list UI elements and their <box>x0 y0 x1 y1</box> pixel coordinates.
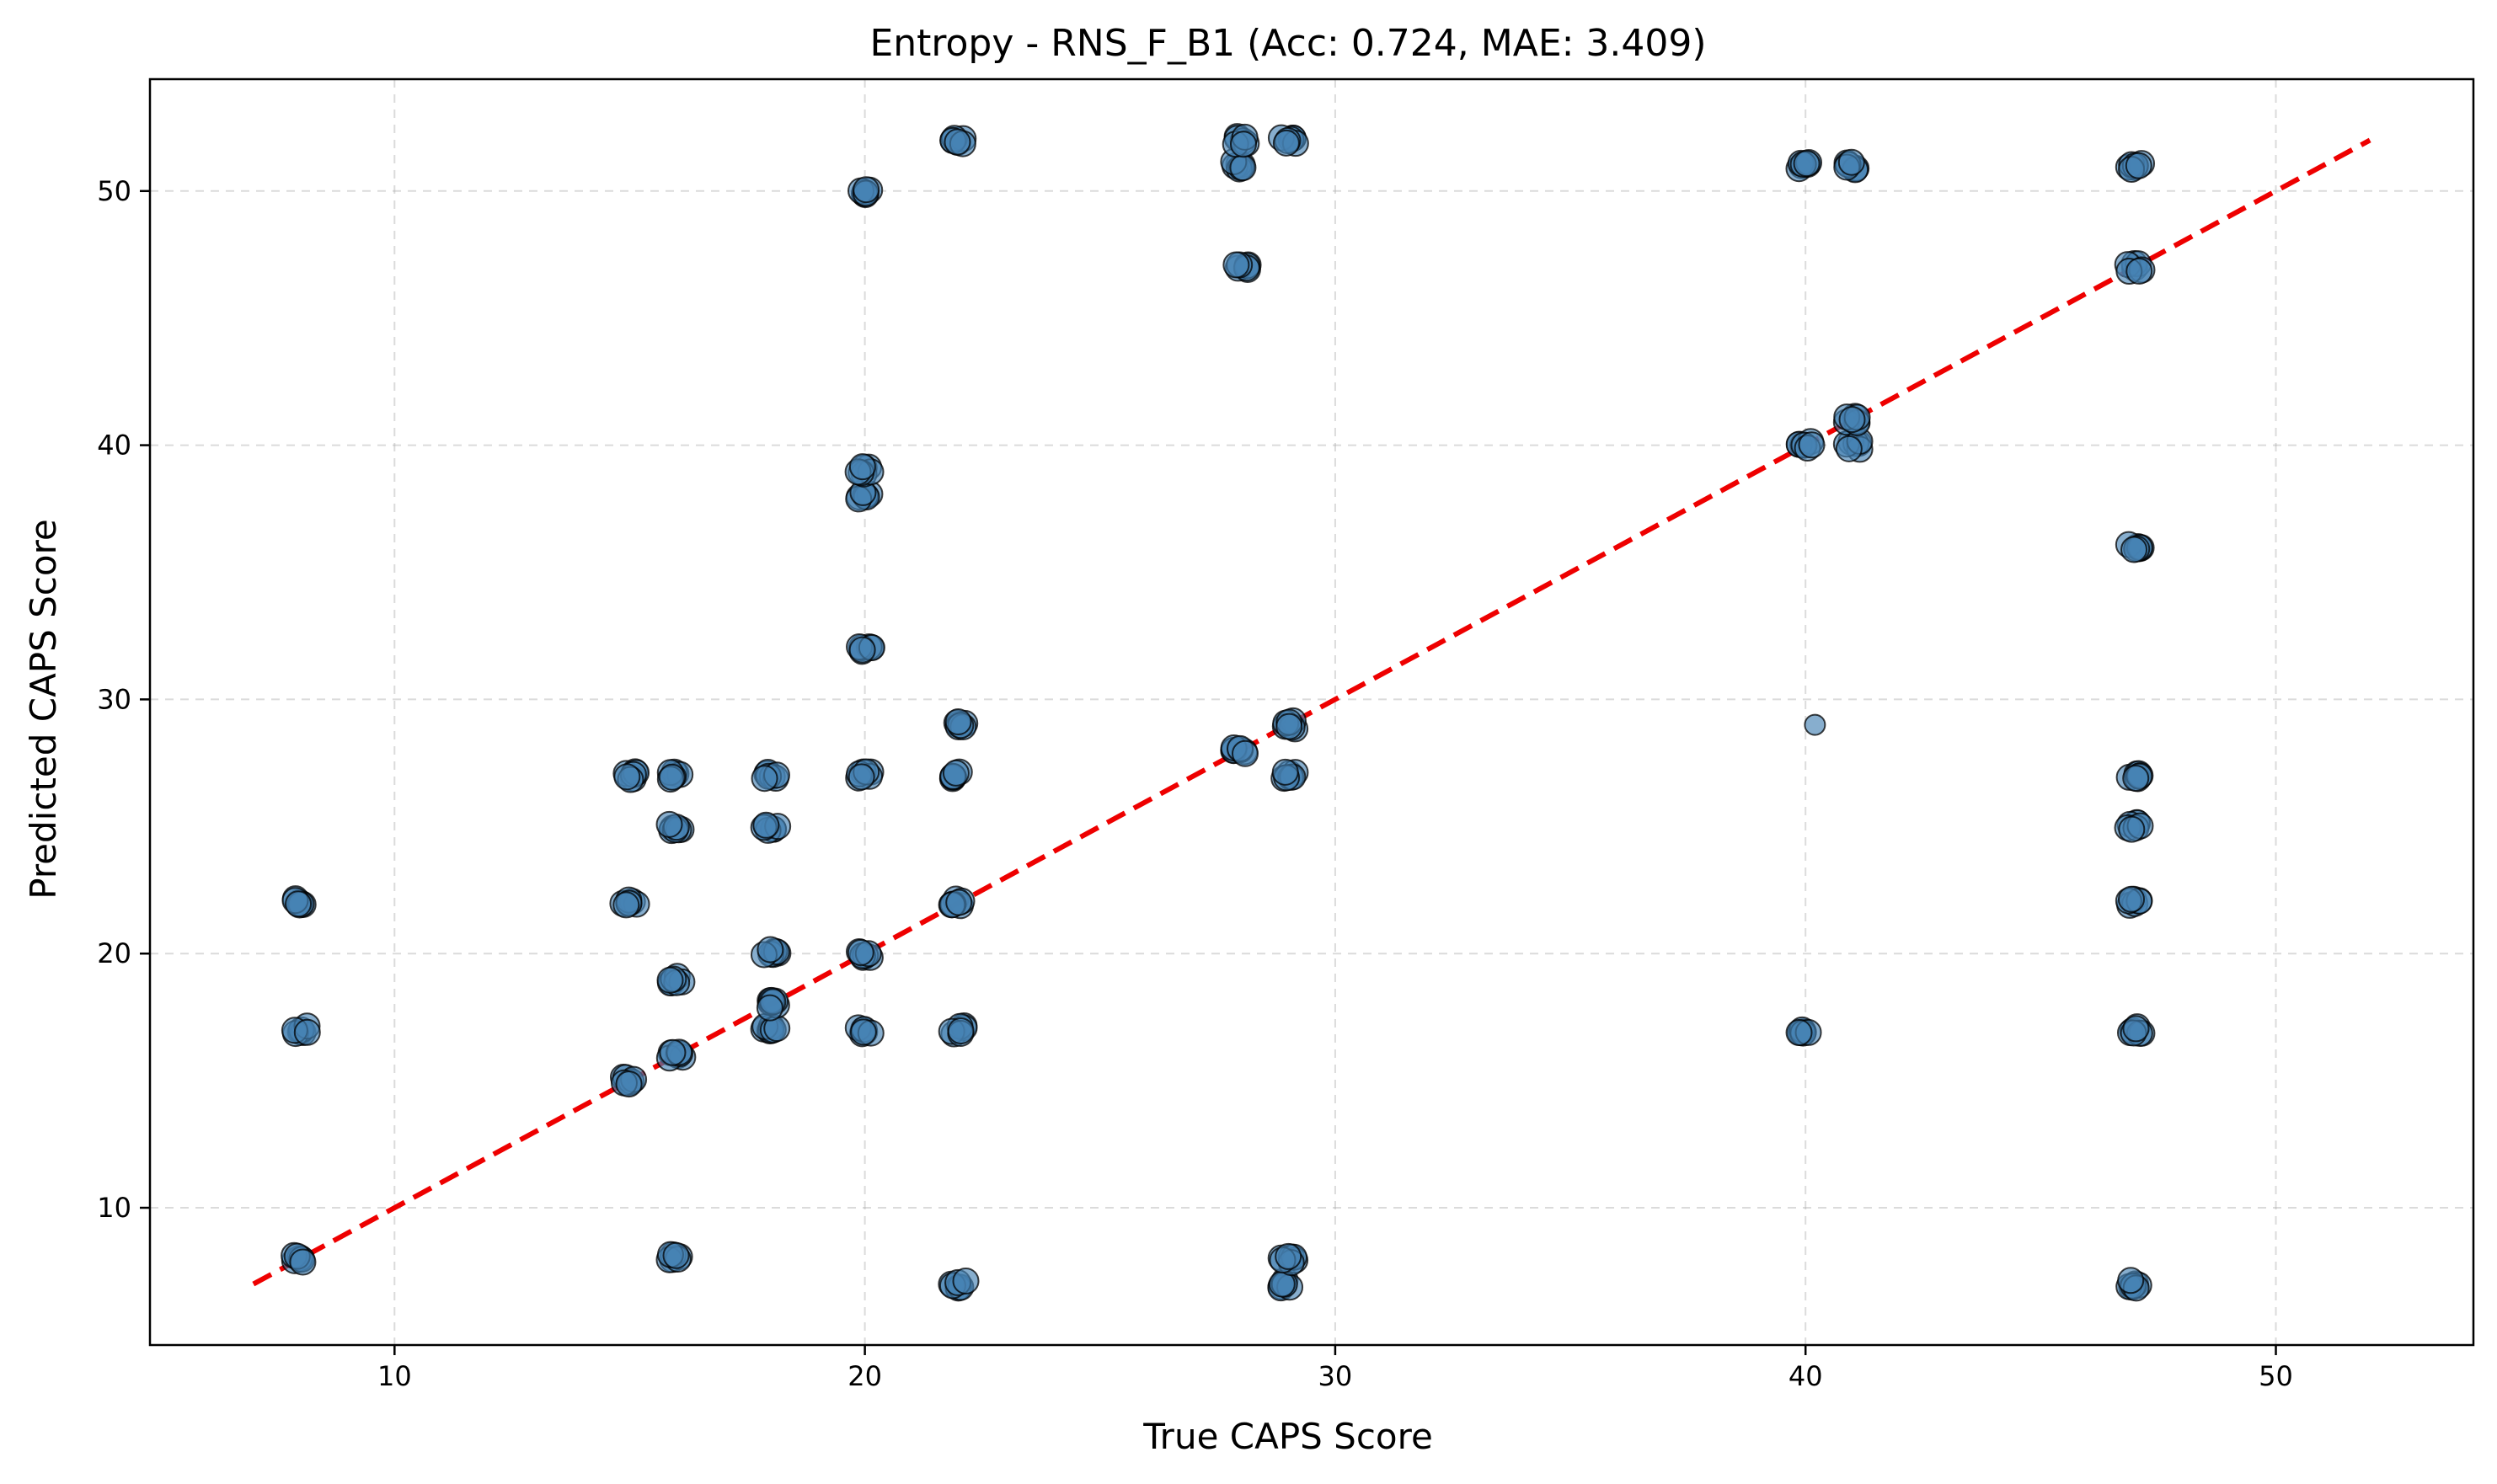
data-point <box>1785 149 1823 183</box>
data-point <box>2114 809 2154 843</box>
x-tick-label: 40 <box>1789 1360 1823 1392</box>
data-point <box>655 1241 693 1273</box>
y-tick-label: 40 <box>97 430 131 462</box>
data-point <box>846 633 885 665</box>
x-axis-label: True CAPS Score <box>1142 1416 1433 1457</box>
y-axis-label: Predicted CAPS Score <box>23 519 64 899</box>
data-point <box>845 938 884 971</box>
data-point <box>844 1014 885 1048</box>
data-point <box>938 1267 980 1302</box>
x-tick-label: 50 <box>2259 1360 2293 1392</box>
data-point <box>2116 1013 2156 1047</box>
data-point <box>1833 148 1870 184</box>
identity-line <box>252 137 2371 1287</box>
data-point <box>1222 123 1260 158</box>
data-point <box>1785 428 1826 462</box>
data-point <box>938 885 976 920</box>
data-point <box>750 1012 791 1044</box>
data-point <box>1832 427 1874 463</box>
data-point <box>2115 885 2153 919</box>
data-point <box>847 176 884 209</box>
data-point <box>1785 1016 1822 1047</box>
data-point <box>2115 760 2154 793</box>
scatter-points <box>281 123 2156 1302</box>
x-tick-label: 30 <box>1318 1360 1353 1392</box>
data-point <box>281 885 317 919</box>
reference-line <box>252 137 2371 1287</box>
data-point <box>943 708 979 740</box>
data-point <box>750 811 792 844</box>
data-point <box>2115 1267 2152 1302</box>
data-point <box>612 758 650 793</box>
data-point <box>281 1012 321 1048</box>
data-point <box>1832 403 1871 436</box>
data-point <box>655 810 695 845</box>
data-point <box>1267 1242 1309 1277</box>
data-point <box>750 936 792 969</box>
data-point <box>609 886 650 919</box>
data-point <box>656 758 694 793</box>
data-point <box>2114 250 2156 286</box>
data-point <box>844 453 885 488</box>
x-axis-ticks: 10 20 30 40 50 <box>377 1345 2293 1392</box>
data-point <box>938 758 973 793</box>
data-point <box>1222 251 1262 283</box>
data-point <box>1267 124 1309 157</box>
data-point <box>1220 734 1259 767</box>
data-point <box>2115 150 2156 183</box>
y-tick-label: 10 <box>97 1192 131 1224</box>
plot-area-frame <box>148 77 2475 1347</box>
data-point <box>845 758 885 792</box>
data-point <box>656 963 696 997</box>
y-axis-ticks: 10 20 30 40 50 <box>97 175 150 1224</box>
data-point <box>756 986 790 1022</box>
data-point <box>281 1241 317 1276</box>
data-point <box>1220 147 1257 183</box>
data-point <box>655 1038 697 1072</box>
y-tick-label: 50 <box>97 175 131 207</box>
grid-lines <box>150 79 2473 1345</box>
data-point <box>1804 713 1826 736</box>
data-point <box>939 125 977 157</box>
chart-title: Entropy - RNS_F_B1 (Acc: 0.724, MAE: 3.4… <box>869 22 1706 65</box>
x-tick-label: 20 <box>847 1360 882 1392</box>
y-tick-label: 30 <box>97 683 131 715</box>
data-point <box>1270 758 1309 793</box>
data-point <box>751 759 790 793</box>
data-point <box>609 1064 648 1098</box>
data-point <box>938 1012 978 1048</box>
data-point <box>1271 707 1309 743</box>
data-point <box>2115 531 2155 563</box>
y-tick-label: 20 <box>97 937 131 969</box>
x-tick-label: 10 <box>377 1360 412 1392</box>
